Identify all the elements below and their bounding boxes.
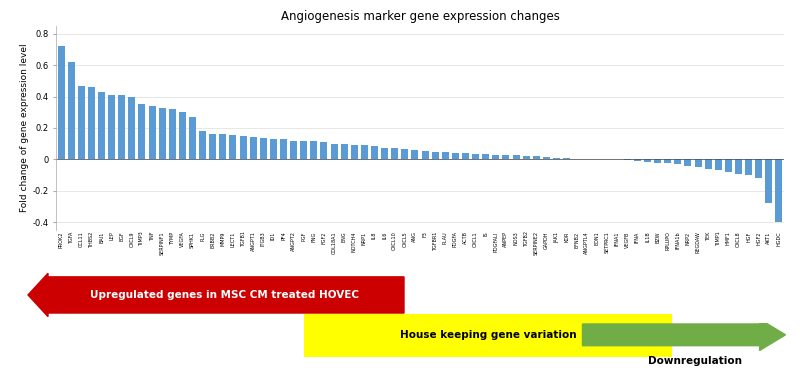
Bar	[705, 160, 712, 169]
Bar	[158, 108, 166, 160]
Bar	[250, 137, 257, 160]
Bar	[58, 46, 65, 160]
Bar	[239, 136, 246, 160]
Bar	[462, 153, 469, 160]
Bar	[573, 159, 580, 160]
Bar	[543, 157, 550, 160]
Bar	[745, 160, 752, 175]
Y-axis label: Fold change of gene expression level: Fold change of gene expression level	[21, 44, 30, 212]
Bar	[149, 106, 155, 160]
Bar	[694, 160, 702, 167]
Bar	[230, 135, 237, 160]
Bar	[290, 141, 297, 160]
Bar	[502, 155, 510, 160]
Bar	[766, 160, 772, 203]
Bar	[118, 95, 126, 160]
Bar	[321, 142, 327, 160]
Bar	[128, 96, 135, 160]
Bar	[330, 144, 338, 160]
FancyArrow shape	[28, 273, 404, 316]
Bar	[583, 159, 590, 160]
Bar	[108, 95, 115, 160]
Bar	[350, 145, 358, 160]
Bar	[685, 160, 691, 166]
Text: Upregulated genes in MSC CM treated HOVEC: Upregulated genes in MSC CM treated HOVE…	[90, 290, 358, 300]
Bar	[402, 149, 408, 160]
Bar	[755, 160, 762, 178]
Bar	[280, 139, 287, 160]
Bar	[563, 158, 570, 160]
Bar	[169, 109, 176, 160]
Text: House keeping gene variation: House keeping gene variation	[400, 330, 576, 340]
Bar	[522, 156, 530, 160]
Bar	[674, 160, 682, 164]
Bar	[482, 154, 490, 160]
Bar	[654, 160, 661, 162]
Bar	[68, 62, 74, 160]
Bar	[735, 160, 742, 174]
FancyArrow shape	[582, 319, 786, 351]
Bar	[452, 153, 459, 160]
Bar	[270, 139, 277, 160]
Bar	[371, 146, 378, 160]
Bar	[310, 141, 318, 160]
Bar	[492, 155, 499, 160]
Bar	[442, 152, 449, 160]
Bar	[634, 160, 641, 161]
Bar	[725, 160, 732, 172]
Bar	[391, 148, 398, 160]
Bar	[513, 155, 519, 160]
Bar	[300, 141, 307, 160]
Bar	[775, 160, 782, 222]
Bar	[138, 105, 146, 160]
Bar	[553, 158, 560, 160]
Bar	[199, 131, 206, 160]
Title: Angiogenesis marker gene expression changes: Angiogenesis marker gene expression chan…	[281, 10, 559, 23]
Bar	[422, 151, 429, 160]
Bar	[219, 134, 226, 160]
Bar	[664, 160, 671, 163]
Bar	[341, 144, 348, 160]
Bar	[432, 151, 438, 160]
Text: Downregulation: Downregulation	[648, 357, 742, 366]
Bar	[533, 156, 540, 160]
FancyBboxPatch shape	[304, 314, 672, 358]
Bar	[260, 138, 267, 160]
Bar	[714, 160, 722, 170]
Bar	[381, 148, 388, 160]
Bar	[78, 86, 85, 160]
Bar	[472, 154, 479, 160]
Bar	[411, 150, 418, 160]
Bar	[98, 92, 105, 160]
Bar	[179, 112, 186, 160]
Bar	[88, 87, 95, 160]
Bar	[189, 117, 196, 160]
Bar	[644, 160, 651, 162]
Bar	[209, 134, 216, 160]
Bar	[361, 145, 368, 160]
